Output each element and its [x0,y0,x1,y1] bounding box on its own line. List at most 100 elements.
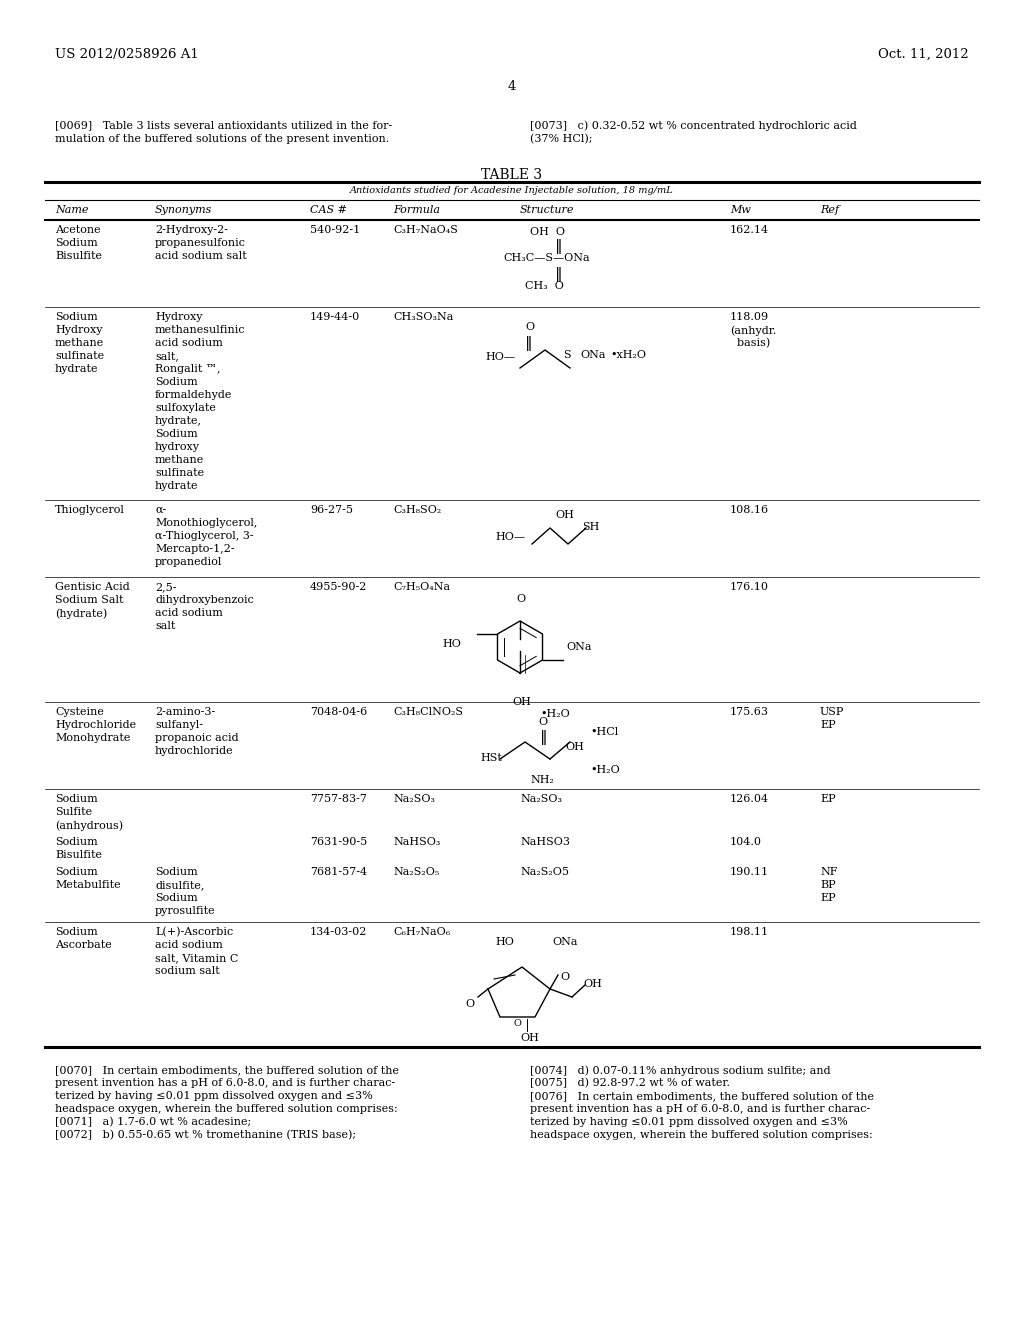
Text: Sodium: Sodium [55,312,97,322]
Text: OH: OH [583,979,602,989]
Text: Sodium: Sodium [55,927,97,937]
Text: 4: 4 [508,81,516,92]
Text: ‖: ‖ [555,239,562,253]
Text: sulfoxylate: sulfoxylate [155,403,216,413]
Text: 134-03-02: 134-03-02 [310,927,368,937]
Text: O: O [513,1019,521,1028]
Text: 540-92-1: 540-92-1 [310,224,360,235]
Text: ‖: ‖ [555,267,562,282]
Text: HSt: HSt [480,752,502,763]
Text: (37% HCl);: (37% HCl); [530,135,593,144]
Text: 7631-90-5: 7631-90-5 [310,837,368,847]
Text: 96-27-5: 96-27-5 [310,506,353,515]
Text: Na₂S₂O₅: Na₂S₂O₅ [393,867,439,876]
Text: EP: EP [820,795,836,804]
Text: EP: EP [820,894,836,903]
Text: Ref: Ref [820,205,839,215]
Text: Formula: Formula [393,205,440,215]
Text: hydrochloride: hydrochloride [155,746,233,756]
Text: sulfinate: sulfinate [155,469,204,478]
Text: salt, Vitamin C: salt, Vitamin C [155,953,239,964]
Text: propanoic acid: propanoic acid [155,733,239,743]
Text: 7681-57-4: 7681-57-4 [310,867,368,876]
Text: Metabulfite: Metabulfite [55,880,121,890]
Text: Sodium: Sodium [155,894,198,903]
Text: [0073]   c) 0.32-0.52 wt % concentrated hydrochloric acid: [0073] c) 0.32-0.52 wt % concentrated hy… [530,120,857,131]
Text: Sulfite: Sulfite [55,807,92,817]
Text: S: S [563,350,570,360]
Text: OH: OH [520,1034,539,1043]
Text: O: O [538,717,547,727]
Text: USP: USP [820,708,845,717]
Text: 7757-83-7: 7757-83-7 [310,795,367,804]
Text: CH₃C—S—ONa: CH₃C—S—ONa [503,253,590,263]
Text: 118.09: 118.09 [730,312,769,322]
Text: dihydroxybenzoic: dihydroxybenzoic [155,595,254,605]
Text: Na₂SO₃: Na₂SO₃ [520,795,562,804]
Text: Oct. 11, 2012: Oct. 11, 2012 [879,48,969,61]
Text: C₇H₅O₄Na: C₇H₅O₄Na [393,582,451,591]
Text: ‖: ‖ [540,730,548,744]
Text: O: O [465,999,474,1008]
Text: •H₂O: •H₂O [540,709,569,719]
Text: methane: methane [155,455,204,465]
Text: Mw: Mw [730,205,751,215]
Text: Thioglycerol: Thioglycerol [55,506,125,515]
Text: OH  O: OH O [530,227,565,238]
Text: [0071]   a) 1.7-6.0 wt % acadesine;: [0071] a) 1.7-6.0 wt % acadesine; [55,1117,251,1127]
Text: headspace oxygen, wherein the buffered solution comprises:: headspace oxygen, wherein the buffered s… [55,1104,397,1114]
Text: present invention has a pH of 6.0-8.0, and is further charac-: present invention has a pH of 6.0-8.0, a… [530,1104,870,1114]
Text: methane: methane [55,338,104,348]
Text: C₆H₇NaO₆: C₆H₇NaO₆ [393,927,451,937]
Text: 126.04: 126.04 [730,795,769,804]
Text: 149-44-0: 149-44-0 [310,312,360,322]
Text: mulation of the buffered solutions of the present invention.: mulation of the buffered solutions of th… [55,135,389,144]
Text: [0076]   In certain embodiments, the buffered solution of the: [0076] In certain embodiments, the buffe… [530,1092,874,1101]
Text: BP: BP [820,880,836,890]
Text: Cysteine: Cysteine [55,708,103,717]
Text: ONa: ONa [566,642,592,652]
Text: basis): basis) [730,338,770,348]
Text: 162.14: 162.14 [730,224,769,235]
Text: Gentisic Acid: Gentisic Acid [55,582,130,591]
Text: NF: NF [820,867,838,876]
Text: (hydrate): (hydrate) [55,609,108,619]
Text: sodium salt: sodium salt [155,966,220,975]
Text: [0074]   d) 0.07-0.11% anhydrous sodium sulfite; and: [0074] d) 0.07-0.11% anhydrous sodium su… [530,1065,830,1076]
Text: Sodium: Sodium [55,837,97,847]
Text: Mercapto-1,2-: Mercapto-1,2- [155,544,234,554]
Text: 198.11: 198.11 [730,927,769,937]
Text: 176.10: 176.10 [730,582,769,591]
Text: sulfinate: sulfinate [55,351,104,360]
Text: headspace oxygen, wherein the buffered solution comprises:: headspace oxygen, wherein the buffered s… [530,1130,872,1140]
Text: [0072]   b) 0.55-0.65 wt % tromethanine (TRIS base);: [0072] b) 0.55-0.65 wt % tromethanine (T… [55,1130,356,1140]
Text: 4955-90-2: 4955-90-2 [310,582,368,591]
Text: Ascorbate: Ascorbate [55,940,112,950]
Text: Synonyms: Synonyms [155,205,212,215]
Text: OH: OH [555,510,573,520]
Text: hydrate: hydrate [55,364,98,374]
Text: NaHSO₃: NaHSO₃ [393,837,440,847]
Text: ‖: ‖ [525,337,532,351]
Text: Sodium: Sodium [55,795,97,804]
Text: Sodium Salt: Sodium Salt [55,595,124,605]
Text: terized by having ≤0.01 ppm dissolved oxygen and ≤3%: terized by having ≤0.01 ppm dissolved ox… [530,1117,848,1127]
Text: ONa: ONa [552,937,578,946]
Text: acid sodium: acid sodium [155,338,223,348]
Text: Sodium: Sodium [55,867,97,876]
Text: 2-Hydroxy-2-: 2-Hydroxy-2- [155,224,228,235]
Text: Bisulfite: Bisulfite [55,850,102,861]
Text: (anhydr.: (anhydr. [730,325,776,335]
Text: Rongalit ™,: Rongalit ™, [155,364,220,374]
Text: [0070]   In certain embodiments, the buffered solution of the: [0070] In certain embodiments, the buffe… [55,1065,399,1074]
Text: •xH₂O: •xH₂O [610,350,646,360]
Text: 7048-04-6: 7048-04-6 [310,708,368,717]
Text: O: O [516,594,525,605]
Text: Acetone: Acetone [55,224,100,235]
Text: Hydrochloride: Hydrochloride [55,719,136,730]
Text: (anhydrous): (anhydrous) [55,820,123,830]
Text: HO: HO [495,937,514,946]
Text: present invention has a pH of 6.0-8.0, and is further charac-: present invention has a pH of 6.0-8.0, a… [55,1078,395,1088]
Text: HO—: HO— [495,532,525,543]
Text: NaHSO3: NaHSO3 [520,837,570,847]
